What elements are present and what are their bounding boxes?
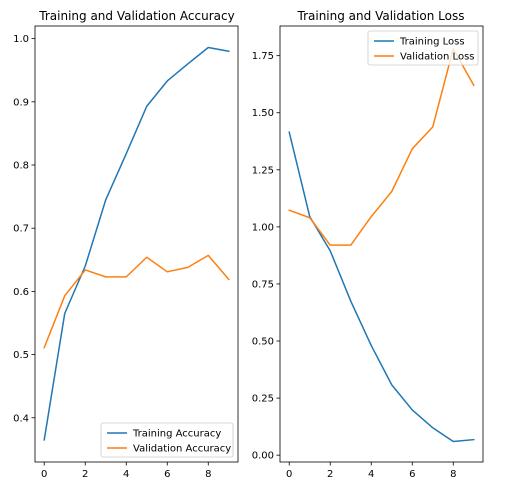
series-line-0 (43, 46, 230, 441)
y-tick-label: 0.4 (13, 413, 29, 424)
x-tick-label: 4 (123, 469, 129, 480)
y-tick-label: 0.8 (13, 161, 29, 172)
x-tick-label: 2 (82, 469, 88, 480)
legend-label-1: Validation Accuracy (133, 444, 231, 455)
y-tick-label: 0.75 (252, 279, 274, 290)
loss-chart-panel: Training and Validation Loss 0 2 4 6 8 0.00 0.… (252, 9, 484, 480)
x-tick-label: 4 (368, 469, 374, 480)
axes-frame (279, 25, 484, 463)
accuracy-chart-panel: Training and Validation Accuracy 0 2 4 6 8 0.… (13, 9, 239, 480)
y-tick-label: 0.6 (13, 287, 29, 298)
x-tick-label: 8 (450, 469, 456, 480)
chart-title: Training and Validation Accuracy (38, 9, 234, 23)
y-tick-label: 1.25 (252, 165, 274, 176)
y-tick-label: 1.00 (252, 222, 274, 233)
y-tick-label: 1.0 (13, 34, 29, 45)
legend-label-1: Validation Loss (400, 52, 475, 63)
y-tick-label: 1.75 (252, 51, 274, 62)
accuracy-plot-area: 0 2 4 6 8 0.4 0.5 0.6 0.7 0.8 0.9 1.0 Training Accur… (13, 25, 239, 480)
chart-title: Training and Validation Loss (297, 9, 465, 23)
axes-frame (34, 25, 239, 463)
y-tick-label: 0.5 (13, 350, 29, 361)
y-tick-label: 1.50 (252, 108, 274, 119)
x-tick-label: 8 (205, 469, 211, 480)
y-tick-label: 0.7 (13, 224, 29, 235)
legend-box (367, 30, 479, 66)
loss-plot-area: 0 2 4 6 8 0.00 0.25 0.50 0.75 1.00 1.25 1.50 1.75 Tra… (252, 25, 484, 480)
legend: Training Accuracy Validation Accuracy (100, 422, 234, 458)
series-line-1 (43, 254, 230, 349)
x-tick-label: 0 (41, 469, 47, 480)
legend-label-0: Training Loss (399, 37, 465, 48)
legend: Training Loss Validation Loss (367, 30, 479, 66)
y-tick-label: 0.50 (252, 337, 274, 348)
series-line-0 (288, 131, 475, 443)
x-tick-label: 0 (286, 469, 292, 480)
x-tick-label: 6 (164, 469, 170, 480)
x-tick-label: 2 (327, 469, 333, 480)
legend-label-0: Training Accuracy (132, 429, 221, 440)
legend-box (100, 422, 234, 458)
y-tick-label: 0.25 (252, 394, 274, 405)
y-tick-label: 0.9 (13, 97, 29, 108)
y-tick-label: 0.00 (252, 451, 274, 462)
x-tick-label: 6 (409, 469, 415, 480)
series-line-1 (288, 48, 475, 246)
